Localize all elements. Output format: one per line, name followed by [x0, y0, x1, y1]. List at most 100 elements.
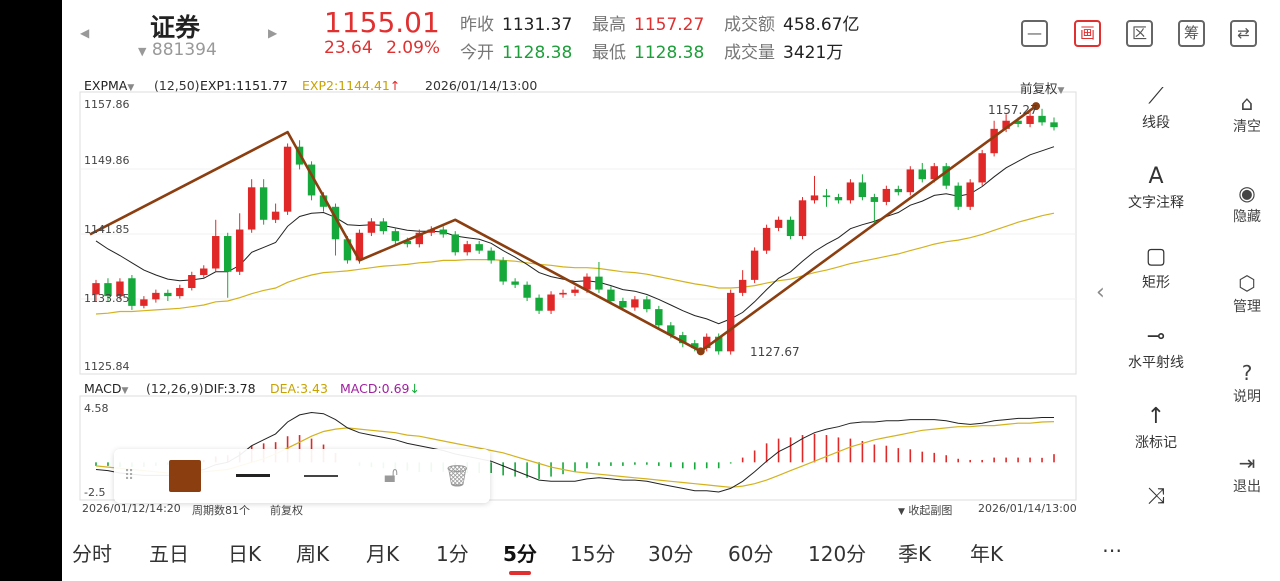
tool-label: 线段: [1142, 115, 1170, 131]
stock-code-selector[interactable]: ▼ 881394: [138, 40, 217, 60]
period-tab[interactable]: 日K: [228, 542, 262, 566]
tool-horizontal-ray[interactable]: ⊸ 水平射线: [1118, 322, 1194, 386]
candle-body: [511, 281, 519, 285]
candle-body: [391, 231, 400, 241]
exp2-line: [95, 212, 1055, 315]
candle-body: [822, 195, 831, 198]
screen-edge: [0, 0, 62, 581]
line-style-icon[interactable]: [304, 459, 338, 493]
period-tab[interactable]: 周K: [296, 542, 330, 566]
side-label: 说明: [1233, 389, 1261, 405]
period-tab[interactable]: 1分: [436, 542, 469, 566]
period-tab[interactable]: 月K: [366, 542, 400, 566]
candle-body: [691, 343, 699, 349]
candle-body: [774, 219, 783, 228]
period-tabs: 分时 五日 日K 周K 月K 1分 5分 15分 30分 60分 120分 季K 年K ⋯: [62, 526, 1280, 581]
side-hide-button[interactable]: ◉ 隐藏: [1214, 180, 1280, 226]
candle-body: [798, 200, 807, 237]
candle-body: [726, 292, 735, 352]
high-price-label: 1157.27: [988, 103, 1038, 117]
candle-body: [954, 185, 962, 207]
side-actions: ⌂ 清空 ◉ 隐藏 ⬡ 管理 ? 说明 ⇥ 退出: [1214, 68, 1280, 518]
side-label: 退出: [1233, 479, 1261, 495]
next-stock-icon[interactable]: ▶: [268, 26, 278, 40]
range-icon[interactable]: 区: [1126, 20, 1153, 47]
side-clear-button[interactable]: ⌂ 清空: [1214, 90, 1280, 136]
minimize-icon[interactable]: —: [1021, 20, 1048, 47]
adjust-selector[interactable]: 前复权▼: [1020, 81, 1065, 96]
candle-body: [331, 206, 340, 240]
manage-icon: ⬡: [1238, 271, 1256, 295]
tool-rise-mark[interactable]: ↑ 涨标记: [1118, 402, 1194, 466]
line-width-icon[interactable]: [236, 459, 270, 493]
period-tab[interactable]: 分时: [72, 542, 112, 566]
candle-body: [858, 182, 867, 198]
main-params: (12,50): [154, 78, 200, 93]
drawing-tools-panel: ‹ ⟋ 线段 A 文字注释 ▢ 矩形 ⊸ 水平射线 ↑ 涨标记 ⤨: [1088, 68, 1214, 518]
candle-body: [619, 300, 627, 308]
screen-rotate-icon[interactable]: ⇄: [1230, 20, 1257, 47]
period-tab[interactable]: 年K: [970, 542, 1004, 566]
candle-body: [559, 292, 567, 295]
sub-indicator-selector[interactable]: MACD▼: [84, 381, 129, 396]
candle-body: [786, 219, 795, 237]
chart-area[interactable]: EXPMA▼ (12,50) EXP1:1151.77 EXP2:1144.41…: [70, 68, 1088, 518]
quote-value: 1128.38: [502, 43, 573, 63]
tool-more-tools[interactable]: ⤨: [1118, 482, 1194, 546]
start-time: 2026/01/12/14:20: [82, 502, 181, 515]
candle-body: [750, 250, 759, 280]
color-swatch[interactable]: [169, 460, 201, 492]
candle-body: [475, 244, 483, 251]
crosshair-datetime: 2026/01/14/13:00: [425, 78, 538, 93]
side-exit-button[interactable]: ⇥ 退出: [1214, 450, 1280, 496]
stock-code: 881394: [151, 40, 217, 60]
candle-body: [403, 240, 412, 245]
macd-y-top: 4.58: [84, 402, 109, 415]
trash-icon[interactable]: 🗑︎: [444, 464, 471, 488]
period-tab[interactable]: 季K: [898, 542, 932, 566]
draw-icon[interactable]: 画: [1074, 20, 1101, 47]
chips-icon[interactable]: 筹: [1178, 20, 1205, 47]
drag-handle-icon[interactable]: ⠿: [124, 468, 135, 484]
quote-field: 昨收 1131.37: [460, 10, 572, 35]
tool-rectangle[interactable]: ▢ 矩形: [1118, 242, 1194, 306]
collapse-panel-icon[interactable]: ‹: [1096, 280, 1105, 305]
period-tab[interactable]: 15分: [570, 542, 616, 566]
main-indicator-selector[interactable]: EXPMA▼: [84, 78, 134, 93]
dif-value: DIF:3.78: [204, 381, 256, 396]
quote-value: 458.67亿: [783, 15, 860, 35]
dea-value: DEA:3.43: [270, 381, 328, 396]
candle-body: [655, 309, 663, 326]
clear-icon: ⌂: [1240, 91, 1254, 115]
candle-body: [259, 187, 268, 220]
candle-body: [487, 250, 495, 261]
side-help-button[interactable]: ? 说明: [1214, 360, 1280, 406]
candle-body: [319, 195, 328, 207]
period-tab[interactable]: 5分: [503, 542, 537, 566]
prev-stock-icon[interactable]: ◀: [80, 26, 90, 40]
candle-body: [810, 195, 819, 201]
dif-line: [95, 411, 1054, 493]
candle-body: [870, 197, 879, 202]
candle-body: [846, 182, 855, 201]
tool-text-note[interactable]: A 文字注释: [1118, 162, 1194, 226]
line-segment-icon: ⟋: [1148, 84, 1164, 109]
period-tab[interactable]: 60分: [728, 542, 774, 566]
period-tab[interactable]: 30分: [648, 542, 694, 566]
stock-name[interactable]: 证券: [150, 13, 201, 42]
side-manage-button[interactable]: ⬡ 管理: [1214, 270, 1280, 316]
candle-body: [978, 153, 986, 183]
candle-body: [415, 232, 424, 245]
tool-line-segment[interactable]: ⟋ 线段: [1118, 82, 1194, 146]
period-tab[interactable]: 120分: [808, 542, 867, 566]
caret-down-icon: ▼: [138, 45, 147, 58]
collapse-sub-chart[interactable]: ▼ 收起副图: [898, 504, 953, 517]
side-label: 隐藏: [1233, 209, 1261, 225]
y-axis-label: 1133.85: [84, 292, 130, 305]
more-periods-icon[interactable]: ⋯: [1102, 538, 1122, 562]
candle-body: [631, 299, 639, 308]
side-label: 管理: [1233, 299, 1261, 315]
period-tab[interactable]: 五日: [149, 542, 189, 566]
change-value: 23.64: [324, 38, 373, 58]
unlock-icon[interactable]: 🔓︎: [383, 463, 399, 488]
